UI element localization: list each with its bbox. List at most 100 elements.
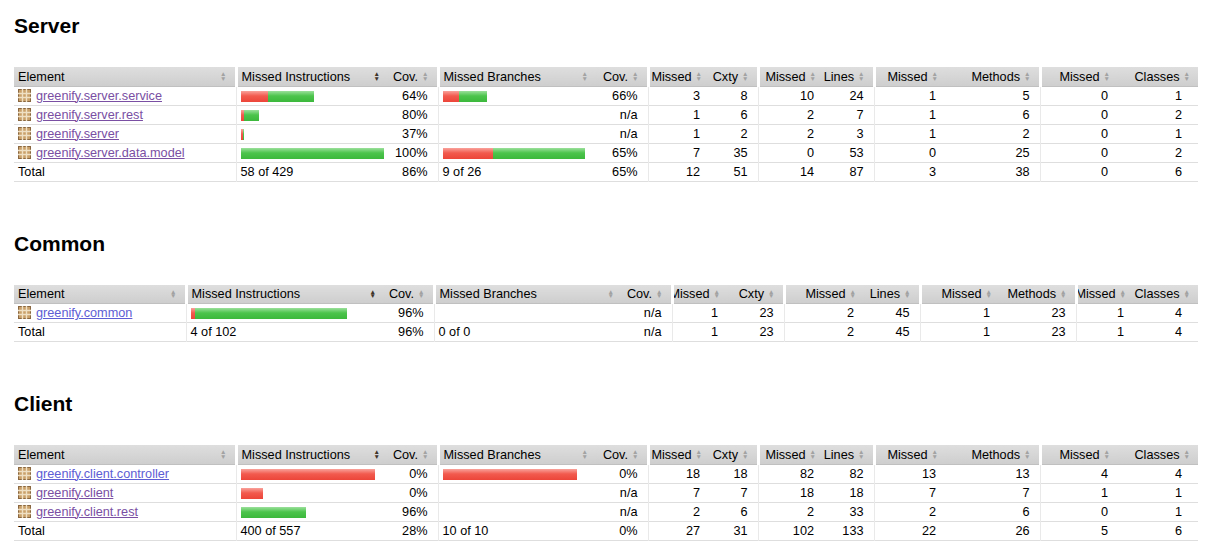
column-label: Missed Instructions — [242, 448, 351, 462]
instructions-coverage-cell: 96% — [384, 304, 434, 323]
missed-methods-cell: 13 — [874, 464, 946, 483]
section-common: Common Element▲▼Missed Instructions▲▼Cov… — [14, 232, 1198, 343]
column-header-missed-7[interactable]: Missed▲▼ — [758, 445, 824, 464]
missed-cxty-cell: 2 — [648, 502, 710, 521]
column-header-missed-branches-3[interactable]: Missed Branches▲▼ — [434, 285, 622, 304]
column-header-missed-branches-3[interactable]: Missed Branches▲▼ — [438, 445, 596, 464]
instructions-coverage-cell: 0% — [388, 483, 438, 502]
column-header-lines-8[interactable]: Lines▲▼ — [824, 445, 874, 464]
methods-cell: 23 — [1000, 304, 1076, 323]
sort-icon: ▲▼ — [810, 450, 816, 459]
column-header-missed-11[interactable]: Missed▲▼ — [1040, 67, 1118, 86]
cxty-cell: 6 — [710, 502, 758, 521]
column-header-missed-5[interactable]: Missed▲▼ — [672, 285, 728, 304]
missed-instructions-cell — [236, 105, 388, 124]
missed-methods-cell: 1 — [920, 304, 1000, 323]
header-row: Element▲▼Missed Instructions▲▼Cov.▲▼Miss… — [14, 445, 1198, 464]
total-element-cell: Total — [14, 162, 236, 181]
column-header-missed-instructions-1[interactable]: Missed Instructions▲▼ — [236, 445, 388, 464]
total-row: Total4 of 10296%0 of 0n/a12324512314 — [14, 323, 1198, 342]
total-cxty-cell: 31 — [710, 521, 758, 540]
element-cell: greenify.server.data.model — [14, 143, 236, 162]
column-header-classes-12[interactable]: Classes▲▼ — [1134, 285, 1198, 304]
column-header-element-0[interactable]: Element▲▼ — [14, 445, 236, 464]
covered-bar — [268, 91, 314, 102]
column-header-missed-5[interactable]: Missed▲▼ — [648, 445, 710, 464]
column-header-missed-9[interactable]: Missed▲▼ — [874, 445, 946, 464]
column-header-cov-4[interactable]: Cov.▲▼ — [622, 285, 672, 304]
column-header-missed-7[interactable]: Missed▲▼ — [758, 67, 824, 86]
column-label: Cov. — [603, 448, 628, 462]
total-instructions-coverage-cell: 28% — [388, 521, 438, 540]
column-header-missed-branches-3[interactable]: Missed Branches▲▼ — [438, 67, 596, 86]
column-label: Methods — [971, 448, 1020, 462]
total-row: Total58 of 42986%9 of 2665%1251148733806 — [14, 162, 1198, 181]
section-client: Client Element▲▼Missed Instructions▲▼Cov… — [14, 392, 1198, 541]
column-header-lines-8[interactable]: Lines▲▼ — [864, 285, 920, 304]
total-missed-cxty-cell: 27 — [648, 521, 710, 540]
package-link[interactable]: greenify.client — [36, 486, 113, 500]
column-header-cxty-6[interactable]: Cxty▲▼ — [710, 67, 758, 86]
sort-icon: ▲▼ — [714, 290, 720, 299]
total-instructions-coverage-cell: 86% — [388, 162, 438, 181]
column-header-missed-5[interactable]: Missed▲▼ — [648, 67, 710, 86]
lines-cell: 18 — [824, 483, 874, 502]
column-label: Cov. — [603, 70, 628, 84]
branches-coverage-cell: 0% — [596, 464, 648, 483]
column-header-cxty-6[interactable]: Cxty▲▼ — [710, 445, 758, 464]
package-link[interactable]: greenify.server — [36, 127, 119, 141]
sort-icon: ▲▼ — [582, 72, 588, 81]
column-header-missed-7[interactable]: Missed▲▼ — [784, 285, 864, 304]
missed-cxty-cell: 18 — [648, 464, 710, 483]
sort-icon: ▲▼ — [1024, 450, 1030, 459]
coverage-table-common: Element▲▼Missed Instructions▲▼Cov.▲▼Miss… — [14, 285, 1198, 343]
column-header-methods-10[interactable]: Methods ▲▼ — [946, 445, 1040, 464]
sort-icon: ▲▼ — [858, 450, 864, 459]
column-header-missed-11[interactable]: Missed▲▼ — [1040, 445, 1118, 464]
column-header-missed-instructions-1[interactable]: Missed Instructions▲▼ — [186, 285, 384, 304]
sort-icon: ▲▼ — [632, 450, 638, 459]
missed-cxty-cell: 1 — [648, 124, 710, 143]
table-row: greenify.server.service64%66%3810241501 — [14, 86, 1198, 105]
package-link[interactable]: greenify.server.data.model — [36, 146, 185, 160]
section-title-client: Client — [14, 392, 1198, 415]
column-header-cov-4[interactable]: Cov.▲▼ — [596, 67, 648, 86]
column-header-methods-10[interactable]: Methods▲▼ — [946, 67, 1040, 86]
missed-lines-cell: 10 — [758, 86, 824, 105]
column-header-missed-9[interactable]: Missed▲▼ — [920, 285, 1000, 304]
column-header-element-0[interactable]: Element▲▼ — [14, 285, 186, 304]
missed-classes-cell: 1 — [1076, 304, 1134, 323]
column-label: Missed Instructions — [242, 70, 351, 84]
column-header-lines-8[interactable]: Lines▲▼ — [824, 67, 874, 86]
package-link[interactable]: greenify.server.service — [36, 89, 162, 103]
column-header-element-0[interactable]: Element▲▼ — [14, 67, 236, 86]
branches-coverage-cell: n/a — [622, 304, 672, 323]
column-header-missed-9[interactable]: Missed▲▼ — [874, 67, 946, 86]
total-lines-cell: 133 — [824, 521, 874, 540]
package-icon — [18, 486, 31, 499]
column-header-cov-2[interactable]: Cov.▲▼ — [388, 67, 438, 86]
package-link[interactable]: greenify.server.rest — [36, 108, 143, 122]
package-link[interactable]: greenify.common — [36, 306, 132, 320]
column-header-cov-2[interactable]: Cov.▲▼ — [388, 445, 438, 464]
column-header-missed-instructions-1[interactable]: Missed Instructions▲▼ — [236, 67, 388, 86]
package-icon — [18, 146, 31, 159]
package-link[interactable]: greenify.client.rest — [36, 505, 138, 519]
classes-cell: 4 — [1134, 304, 1198, 323]
column-header-cxty-6[interactable]: Cxty▲▼ — [728, 285, 784, 304]
total-cxty-cell: 51 — [710, 162, 758, 181]
column-header-classes-12[interactable]: Classes▲▼ — [1118, 67, 1198, 86]
column-header-classes-12[interactable]: Classes▲▼ — [1118, 445, 1198, 464]
covered-bar — [493, 148, 585, 159]
total-classes-cell: 4 — [1134, 323, 1198, 342]
column-header-cov-4[interactable]: Cov. ▲▼ — [596, 445, 648, 464]
missed-lines-cell: 18 — [758, 483, 824, 502]
column-header-missed-11[interactable]: Missed▲▼ — [1076, 285, 1134, 304]
package-link[interactable]: greenify.client.controller — [36, 467, 169, 481]
column-header-cov-2[interactable]: Cov.▲▼ — [384, 285, 434, 304]
lines-cell: 82 — [824, 464, 874, 483]
sort-icon: ▲▼ — [696, 72, 702, 81]
missed-classes-cell: 1 — [1040, 483, 1118, 502]
column-header-methods-10[interactable]: Methods▲▼ — [1000, 285, 1076, 304]
lines-cell: 53 — [824, 143, 874, 162]
